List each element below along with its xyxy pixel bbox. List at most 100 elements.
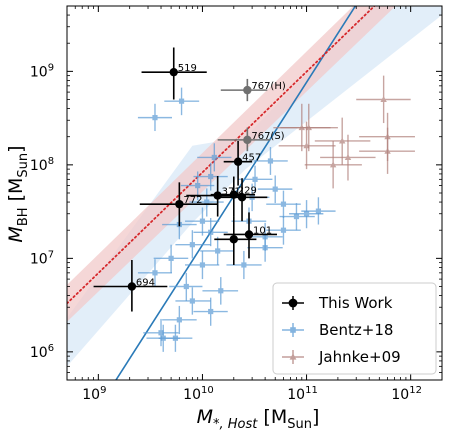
- square-marker: [199, 218, 206, 224]
- this-work-point: [223, 212, 277, 259]
- circle-marker: [243, 85, 252, 95]
- triangle-marker: [384, 147, 391, 154]
- jahnke-09-point: [359, 127, 415, 174]
- square-marker: [168, 255, 174, 261]
- bentz-18-point: [164, 87, 200, 116]
- legend-circle-marker: [288, 298, 298, 308]
- fit-line-dotted: [67, 6, 376, 305]
- square-marker: [315, 208, 322, 214]
- square-marker: [208, 173, 214, 180]
- bentz-18-point: [185, 250, 220, 280]
- bentz-18-point: [175, 287, 211, 315]
- bentz-18-point: [137, 103, 173, 132]
- circle-marker: [243, 135, 252, 145]
- bentz-18-point: [226, 250, 262, 280]
- circle-marker: [229, 235, 238, 244]
- bentz-18-point: [158, 324, 193, 352]
- bentz-18-point: [143, 318, 179, 347]
- square-marker: [280, 201, 287, 207]
- bentz-18-point: [175, 230, 211, 259]
- jahnke-09-point: [356, 75, 411, 124]
- bentz-18-point: [279, 203, 315, 231]
- grey-point: [220, 78, 268, 102]
- data-points: [93, 47, 415, 352]
- fit-line-solid: [115, 6, 357, 380]
- legend-entry: [282, 323, 304, 337]
- square-marker: [158, 330, 164, 336]
- bentz-18-point: [200, 236, 234, 265]
- legend-box: [272, 282, 437, 375]
- circle-marker: [233, 157, 243, 166]
- svg-text:MBH [MSun]: MBH [MSun]: [5, 145, 31, 242]
- point-label: 767(H): [251, 81, 286, 92]
- bentz-18-point: [137, 259, 173, 287]
- x-axis-label: M*, Host [MSun]: [197, 406, 320, 432]
- point-label: 371: [222, 187, 241, 198]
- square-marker: [189, 242, 195, 248]
- bentz-18-point: [238, 165, 273, 193]
- square-marker: [208, 308, 214, 315]
- square-marker: [204, 199, 210, 205]
- circle-marker: [169, 67, 178, 77]
- this-work-point: [223, 140, 253, 186]
- fit-bands: [67, 6, 442, 367]
- square-marker: [208, 229, 214, 235]
- circle-marker: [237, 193, 247, 202]
- confidence-band-0: [67, 6, 442, 367]
- x-tick-label: 1011: [287, 385, 318, 403]
- x-tick-label: 109: [82, 385, 106, 403]
- circle-marker: [127, 282, 137, 291]
- square-marker: [262, 234, 268, 240]
- this-work-point: [93, 260, 168, 312]
- grey-point: [217, 127, 271, 152]
- svg-text:M*, Host [MSun]: M*, Host [MSun]: [197, 406, 320, 432]
- legend: This Work Bentz+18 Jahnke+09: [272, 282, 437, 375]
- triangle-marker: [344, 153, 352, 160]
- legend-square-marker: [290, 327, 296, 333]
- y-tick-label: 108: [30, 156, 54, 174]
- square-marker: [241, 262, 247, 268]
- legend-label: Bentz+18: [319, 321, 393, 339]
- triangle-marker: [380, 96, 387, 102]
- bentz-18-point: [193, 218, 228, 247]
- jahnke-09-point: [278, 121, 336, 170]
- square-marker: [267, 158, 274, 164]
- point-label: 767(S): [251, 131, 284, 142]
- legend-label: This Work: [318, 294, 393, 312]
- square-marker: [152, 270, 158, 276]
- square-marker: [303, 211, 310, 217]
- bentz-18-point: [202, 277, 239, 305]
- triangle-marker: [303, 142, 310, 149]
- square-marker: [293, 213, 300, 220]
- bentz-18-point: [247, 222, 283, 251]
- confidence-band-1: [67, 6, 396, 322]
- jahnke-09-point: [320, 134, 376, 181]
- bentz-18-point: [185, 207, 220, 236]
- bentz-18-point: [257, 175, 293, 204]
- point-label: 457: [242, 153, 261, 164]
- x-tick-label: 1012: [391, 385, 422, 403]
- square-marker: [195, 182, 201, 189]
- y-tick-label: 109: [30, 62, 54, 80]
- square-marker: [199, 262, 206, 268]
- bentz-18-point: [253, 147, 288, 175]
- this-work-point: [141, 47, 207, 100]
- square-marker: [211, 154, 217, 161]
- square-marker: [215, 248, 221, 254]
- square-marker: [176, 317, 182, 323]
- y-tick-label: 107: [30, 249, 54, 267]
- bentz-18-point: [162, 305, 197, 335]
- y-axis-label: MBH [MSun]: [5, 145, 31, 242]
- this-work-point: [214, 178, 268, 222]
- circle-marker: [175, 199, 184, 209]
- bentz-18-point: [193, 297, 228, 326]
- this-work-point: [214, 216, 257, 265]
- square-marker: [172, 335, 179, 341]
- square-marker: [218, 288, 224, 294]
- bentz-18-point: [169, 272, 203, 301]
- bentz-18-point: [197, 143, 232, 172]
- legend-triangle-marker: [289, 353, 297, 360]
- circle-marker: [244, 230, 254, 239]
